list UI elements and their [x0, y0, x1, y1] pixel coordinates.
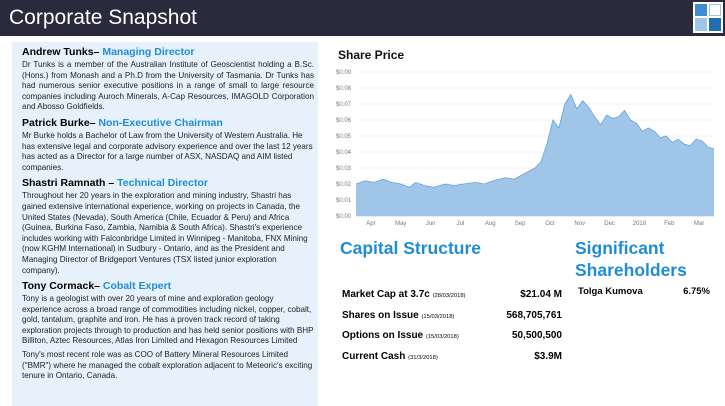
- director-heading: Patrick Burke– Non-Executive Chairman: [22, 117, 314, 130]
- y-tick-label: $0.05: [336, 134, 352, 140]
- capital-label: Shares on Issue (15/03/2018): [342, 310, 454, 321]
- capital-structure-row: Current Cash (31/3/2018) $3.9M: [342, 348, 562, 369]
- capital-structure-table: Market Cap at 3.7c (28/03/2018) $21.04 M S…: [342, 286, 562, 368]
- y-tick-label: $0.02: [336, 182, 352, 188]
- x-tick-label: Oct: [545, 221, 555, 227]
- director-bio: Tony Cormack– Cobalt Expert Tony is a geo…: [22, 280, 314, 382]
- x-tick-label: Jun: [426, 221, 436, 227]
- company-logo: [693, 2, 723, 33]
- capital-label: Current Cash (31/3/2018): [342, 351, 438, 362]
- director-bio-text: Mr Burke holds a Bachelor of Law from th…: [22, 130, 313, 172]
- capital-label-text: Current Cash: [342, 350, 406, 362]
- director-role: Non-Executive Chairman: [98, 116, 223, 129]
- x-tick-label: Feb: [664, 221, 675, 227]
- price-line: [355, 93, 715, 188]
- page-title: Corporate Snapshot: [9, 6, 197, 29]
- directors-panel: [12, 42, 318, 406]
- x-tick-label: Sep: [515, 221, 526, 227]
- share-price-chart: $0.00 $0.01 $0.02 $0.03 $0.04 $0.05 $0.06 $0.07…: [336, 70, 715, 227]
- director-bio: Andrew Tunks– Managing Director Dr Tunks …: [22, 46, 314, 113]
- x-tick-label: Apr: [366, 221, 375, 227]
- director-bio: Shastri Ramnath – Technical Director Thro…: [22, 177, 314, 276]
- director-heading: Andrew Tunks– Managing Director: [22, 46, 314, 59]
- capital-label: Market Cap at 3.7c (28/03/2018): [342, 289, 465, 300]
- director-heading: Tony Cormack– Cobalt Expert: [22, 280, 314, 293]
- capital-label-date: (28/03/2018): [432, 293, 466, 299]
- x-tick-label: Dec: [604, 221, 615, 227]
- shareholders-list: Tolga Kumova 6.75%: [578, 286, 710, 297]
- director-bio-text: Throughout her 20 years in the explorati…: [22, 191, 308, 275]
- price-area: [356, 94, 714, 216]
- director-bios: Andrew Tunks– Managing Director Dr Tunks …: [22, 46, 314, 386]
- capital-label-text: Market Cap at 3.7c: [342, 289, 430, 300]
- capital-structure-row: Shares on Issue (15/03/2018) 568,705,761: [342, 307, 562, 328]
- y-tick-label: $0.06: [336, 118, 352, 124]
- director-bio-text: Tony is a geologist with over 20 years o…: [22, 294, 314, 346]
- director-name: Tony Cormack–: [22, 280, 103, 293]
- capital-label: Options on Issue (15/03/2018): [342, 330, 459, 341]
- director-bio-text: Tony's most recent role was as COO of Ba…: [22, 350, 313, 381]
- header-bar: Corporate Snapshot: [0, 0, 725, 36]
- capital-value: 50,500,500: [511, 330, 562, 341]
- capital-value: 568,705,761: [506, 309, 562, 321]
- director-name: Andrew Tunks–: [22, 46, 103, 58]
- shareholder-percentage: 6.75%: [683, 286, 710, 297]
- director-heading: Shastri Ramnath – Technical Director: [22, 177, 314, 190]
- capital-label-text: Options on Issue: [342, 330, 424, 341]
- x-tick-label: 2018: [633, 221, 647, 227]
- capital-label-date: (15/03/2018): [421, 313, 455, 320]
- x-tick-label: Mar: [694, 221, 704, 227]
- director-bio-text: Dr Tunks is a member of the Australian I…: [22, 60, 314, 112]
- capital-structure-title: Capital Structure: [340, 238, 481, 258]
- director-role: Cobalt Expert: [102, 280, 172, 293]
- y-tick-label: $0.07: [336, 102, 352, 108]
- y-tick-label: $0.08: [336, 86, 352, 92]
- y-tick-label: $0.09: [336, 70, 352, 76]
- x-tick-label: Aug: [485, 221, 496, 227]
- x-tick-label: Nov: [574, 221, 585, 227]
- x-tick-label: May: [395, 221, 406, 227]
- y-tick-label: $0.00: [336, 214, 352, 220]
- director-name: Patrick Burke–: [22, 116, 99, 129]
- capital-label-text: Shares on Issue: [342, 309, 419, 321]
- capital-structure-row: Market Cap at 3.7c (28/03/2018) $21.04 M: [342, 286, 562, 307]
- capital-label-date: (31/3/2018): [408, 354, 438, 361]
- director-role: Technical Director: [117, 177, 208, 190]
- significant-shareholders-title: Significant Shareholders: [575, 238, 687, 280]
- share-price-title: Share Price: [338, 48, 405, 62]
- shareholder-name: Tolga Kumova: [578, 286, 643, 297]
- director-name: Shastri Ramnath –: [22, 177, 118, 190]
- capital-value: $3.9M: [534, 350, 562, 362]
- capital-label-date: (15/03/2018): [425, 334, 459, 340]
- director-role: Managing Director: [102, 46, 195, 58]
- y-tick-label: $0.03: [336, 166, 352, 172]
- y-tick-label: $0.01: [336, 198, 352, 204]
- y-tick-label: $0.04: [336, 150, 352, 156]
- capital-value: $21.04 M: [520, 289, 562, 300]
- director-bio: Patrick Burke– Non-Executive Chairman Mr …: [22, 117, 314, 173]
- x-tick-label: Jul: [457, 221, 465, 227]
- capital-structure-row: Options on Issue (15/03/2018) 50,500,500: [342, 327, 562, 348]
